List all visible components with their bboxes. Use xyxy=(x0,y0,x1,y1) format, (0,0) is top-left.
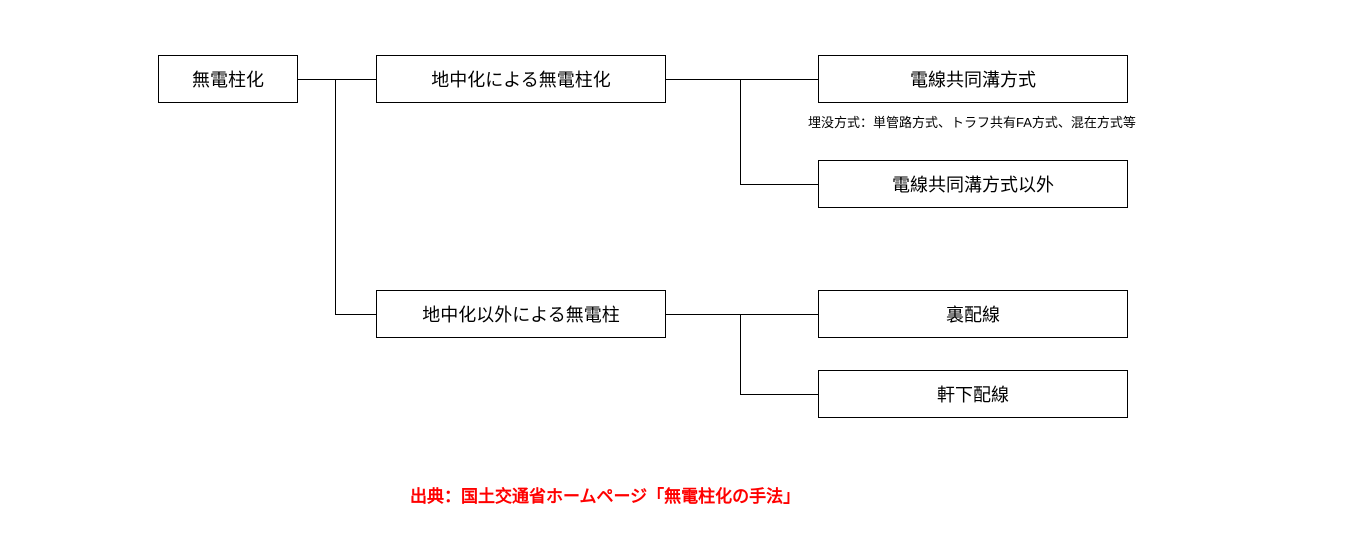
node-branch-underground-label: 地中化による無電柱化 xyxy=(431,66,610,92)
node-leaf-back-wiring: 裏配線 xyxy=(818,290,1128,338)
connector-line xyxy=(740,79,741,184)
node-root-label: 無電柱化 xyxy=(192,66,264,92)
connector-line xyxy=(740,314,741,394)
connector-line xyxy=(335,314,376,315)
node-root: 無電柱化 xyxy=(158,55,298,103)
connector-line xyxy=(666,79,818,80)
node-leaf-common-duct: 電線共同溝方式 xyxy=(818,55,1128,103)
node-leaf-back-wiring-label: 裏配線 xyxy=(946,301,1000,327)
node-branch-underground: 地中化による無電柱化 xyxy=(376,55,666,103)
node-leaf-eaves-wiring: 軒下配線 xyxy=(818,370,1128,418)
connector-line xyxy=(335,79,336,314)
caption-source: 出典：国土交通省ホームページ「無電柱化の手法」 xyxy=(410,482,800,507)
caption-source-text: 出典：国土交通省ホームページ「無電柱化の手法」 xyxy=(410,487,800,506)
note-burial-methods-text: 埋没方式：単管路方式、トラフ共有FA方式、混在方式等 xyxy=(808,115,1136,130)
node-leaf-eaves-wiring-label: 軒下配線 xyxy=(937,381,1009,407)
node-branch-non-underground-label: 地中化以外による無電柱 xyxy=(422,301,619,327)
connector-line xyxy=(298,79,376,80)
connector-line xyxy=(666,314,818,315)
connector-line xyxy=(740,184,818,185)
node-branch-non-underground: 地中化以外による無電柱 xyxy=(376,290,666,338)
note-burial-methods: 埋没方式：単管路方式、トラフ共有FA方式、混在方式等 xyxy=(808,112,1136,131)
connector-line xyxy=(740,394,818,395)
node-leaf-common-duct-label: 電線共同溝方式 xyxy=(910,66,1036,92)
node-leaf-non-common-duct-label: 電線共同溝方式以外 xyxy=(892,171,1054,197)
node-leaf-non-common-duct: 電線共同溝方式以外 xyxy=(818,160,1128,208)
